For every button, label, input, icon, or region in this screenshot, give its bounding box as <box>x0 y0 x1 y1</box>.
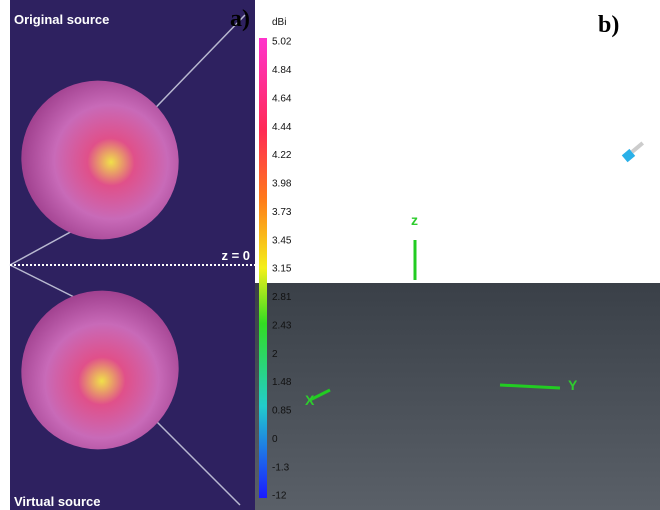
axis-label: X <box>305 392 315 408</box>
axis-label: z <box>411 212 418 228</box>
colorbar <box>259 38 267 498</box>
panel-label: b) <box>598 12 619 38</box>
colorbar-tick-label: 3.45 <box>272 235 292 246</box>
axis-label: Y <box>568 377 578 393</box>
top-label: Original source <box>14 12 109 27</box>
colorbar-tick-label: -12 <box>272 491 287 502</box>
panel-label: a) <box>230 6 250 32</box>
colorbar-tick-label: 4.84 <box>272 65 292 76</box>
colorbar-tick-label: 2.43 <box>272 320 292 331</box>
colorbar-tick-label: 3.98 <box>272 179 292 190</box>
colorbar-tick-label: 3.73 <box>272 207 292 218</box>
colorbar-tick-label: 0 <box>272 434 278 445</box>
colorbar-tick-label: 1.48 <box>272 377 292 388</box>
plane-label: z = 0 <box>221 248 250 263</box>
colorbar-tick-label: 4.22 <box>272 150 292 161</box>
tool-icon <box>622 140 646 162</box>
colorbar-tick-label: -1.3 <box>272 462 290 473</box>
colorbar-tick-label: 4.64 <box>272 93 292 104</box>
colorbar-tick-label: 2.81 <box>272 292 292 303</box>
colorbar-tick-label: 4.44 <box>272 122 292 133</box>
figure: Original source z = 0 Virtual source a) … <box>0 0 660 510</box>
colorbar-tick-label: 3.15 <box>272 264 292 275</box>
bottom-label: Virtual source <box>14 494 100 509</box>
colorbar-tick-label: 5.02 <box>272 37 292 48</box>
colorbar-tick-label: 2 <box>272 349 278 360</box>
colorbar-tick-label: 0.85 <box>272 406 292 417</box>
colorbar-unit: dBi <box>272 17 286 28</box>
